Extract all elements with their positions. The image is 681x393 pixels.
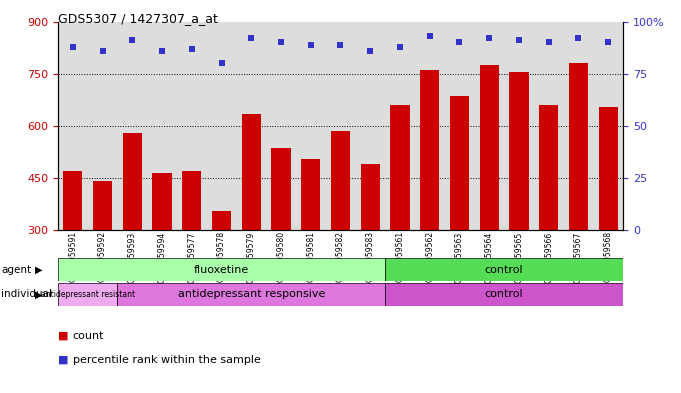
Point (187, 46, 197, 52)
Text: control: control (485, 289, 524, 299)
Text: percentile rank within the sample: percentile rank within the sample (73, 354, 261, 365)
Point (513, 37, 524, 44)
Point (543, 39, 554, 46)
Point (603, 39, 614, 46)
Bar (117, 283, 385, 306)
Point (246, 35, 257, 41)
Text: antidepressant resistant: antidepressant resistant (41, 290, 135, 299)
Bar (390, 105, 410, 230)
Text: antidepressant responsive: antidepressant responsive (178, 289, 325, 299)
Text: control: control (485, 264, 524, 275)
Point (67, 44, 78, 50)
Text: ▶: ▶ (35, 289, 43, 299)
Point (454, 39, 465, 46)
Point (424, 33, 435, 39)
Bar (385, 258, 623, 281)
Bar (569, 63, 588, 230)
Text: fluoxetine: fluoxetine (194, 264, 249, 275)
Point (394, 44, 405, 50)
Bar (63, 171, 82, 230)
Point (305, 41, 316, 48)
Bar (242, 114, 261, 230)
Text: agent: agent (1, 264, 31, 275)
Bar (331, 131, 350, 230)
Bar (271, 148, 291, 230)
Bar (182, 171, 202, 230)
Text: ▶: ▶ (35, 264, 43, 275)
Point (276, 39, 287, 46)
Bar (58, 283, 117, 306)
Text: individual: individual (1, 289, 52, 299)
Bar (58, 258, 385, 281)
Bar (301, 159, 321, 230)
Bar (385, 283, 623, 306)
Point (335, 41, 346, 48)
Bar (360, 164, 380, 230)
Bar (509, 72, 528, 230)
Bar (420, 70, 439, 230)
Bar (123, 133, 142, 230)
Bar (450, 96, 469, 230)
Point (216, 60, 227, 66)
Point (97, 48, 108, 54)
Point (157, 48, 168, 54)
Bar (539, 105, 558, 230)
Text: ■: ■ (58, 354, 68, 365)
Point (484, 35, 494, 41)
Point (365, 48, 376, 54)
Text: GDS5307 / 1427307_a_at: GDS5307 / 1427307_a_at (58, 12, 218, 25)
Bar (153, 173, 172, 230)
Bar (93, 181, 112, 230)
Point (127, 37, 138, 44)
Bar (479, 65, 499, 230)
Text: ■: ■ (58, 331, 68, 341)
Text: count: count (73, 331, 104, 341)
Bar (599, 107, 618, 230)
Bar (212, 211, 231, 230)
Point (573, 35, 584, 41)
